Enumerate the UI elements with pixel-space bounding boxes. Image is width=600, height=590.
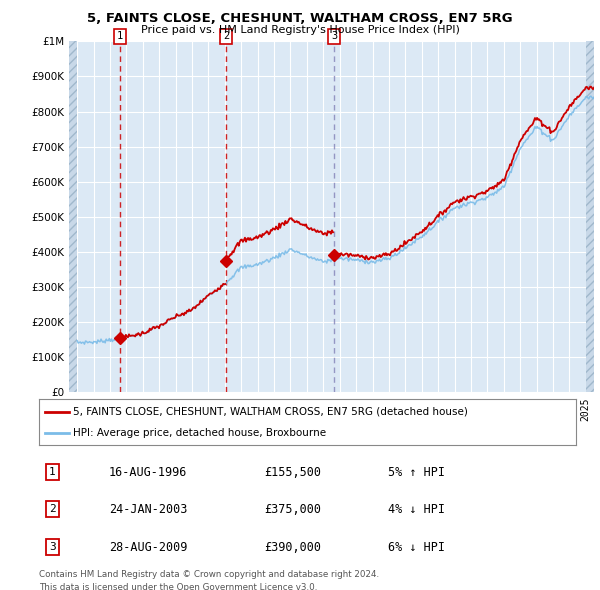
Text: 6% ↓ HPI: 6% ↓ HPI	[388, 541, 445, 554]
Text: 16-AUG-1996: 16-AUG-1996	[109, 466, 187, 478]
Text: £375,000: £375,000	[265, 503, 322, 516]
Text: 3: 3	[331, 31, 337, 41]
Text: 2: 2	[223, 31, 229, 41]
Text: 28-AUG-2009: 28-AUG-2009	[109, 541, 187, 554]
Text: 24-JAN-2003: 24-JAN-2003	[109, 503, 187, 516]
Text: 1: 1	[49, 467, 56, 477]
Text: 3: 3	[49, 542, 56, 552]
Bar	[586, 41, 594, 392]
Text: 5% ↑ HPI: 5% ↑ HPI	[388, 466, 445, 478]
Text: £155,500: £155,500	[265, 466, 322, 478]
Text: This data is licensed under the Open Government Licence v3.0.: This data is licensed under the Open Gov…	[39, 583, 317, 590]
Text: £390,000: £390,000	[265, 541, 322, 554]
Text: 4% ↓ HPI: 4% ↓ HPI	[388, 503, 445, 516]
Text: 1: 1	[117, 31, 124, 41]
Text: HPI: Average price, detached house, Broxbourne: HPI: Average price, detached house, Brox…	[73, 428, 326, 438]
Text: 2: 2	[49, 504, 56, 514]
Text: 5, FAINTS CLOSE, CHESHUNT, WALTHAM CROSS, EN7 5RG: 5, FAINTS CLOSE, CHESHUNT, WALTHAM CROSS…	[87, 12, 513, 25]
Bar	[69, 41, 77, 392]
Text: Price paid vs. HM Land Registry's House Price Index (HPI): Price paid vs. HM Land Registry's House …	[140, 25, 460, 35]
Text: 5, FAINTS CLOSE, CHESHUNT, WALTHAM CROSS, EN7 5RG (detached house): 5, FAINTS CLOSE, CHESHUNT, WALTHAM CROSS…	[73, 407, 468, 417]
Text: Contains HM Land Registry data © Crown copyright and database right 2024.: Contains HM Land Registry data © Crown c…	[39, 570, 379, 579]
